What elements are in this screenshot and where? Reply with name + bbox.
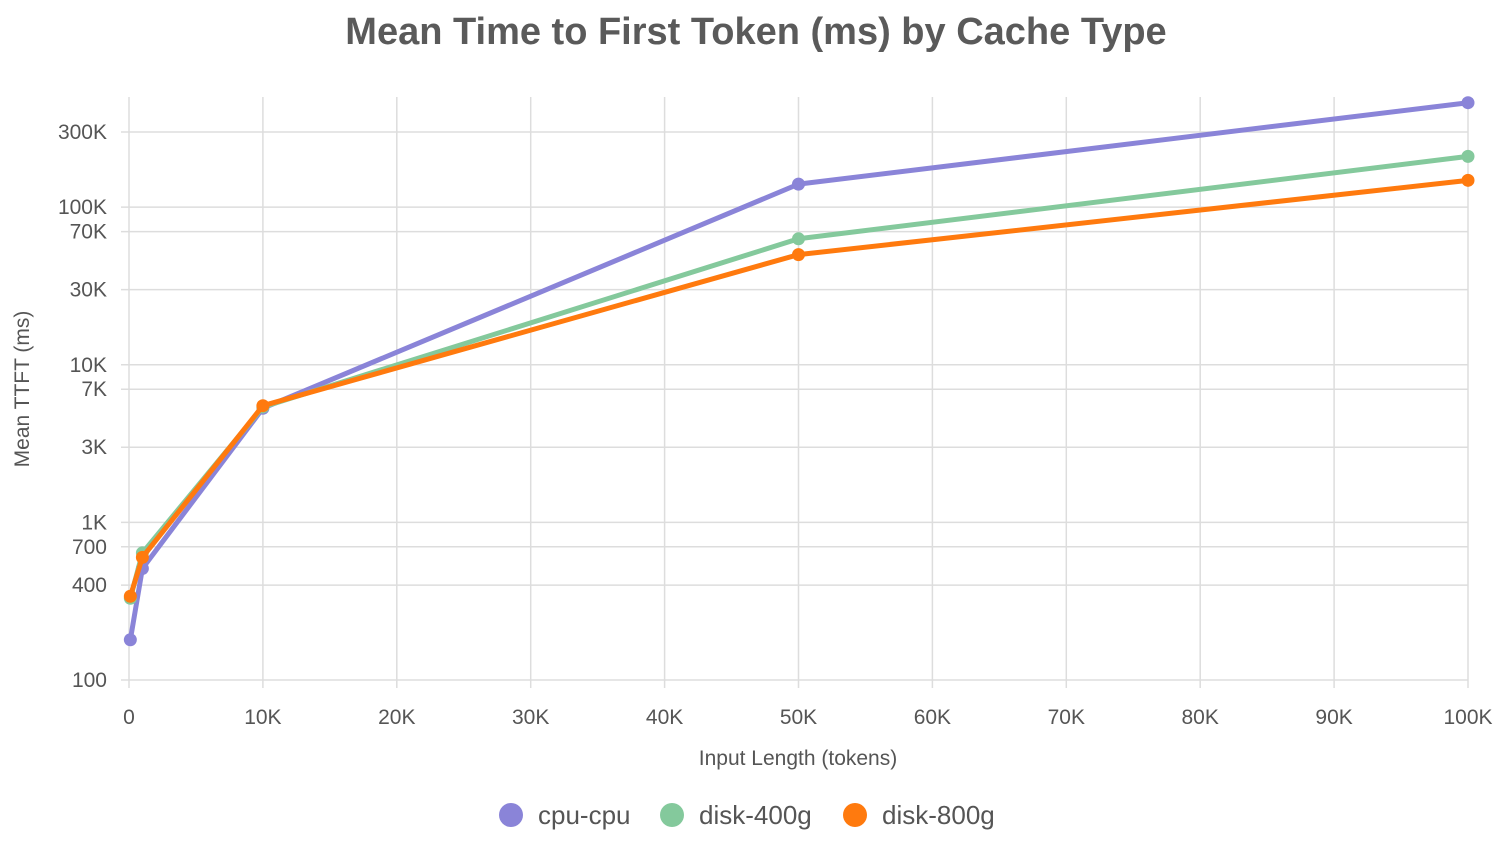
data-point[interactable] xyxy=(1461,96,1475,110)
data-point[interactable] xyxy=(135,550,149,564)
y-tick-label: 30K xyxy=(70,279,107,302)
x-axis-title: Input Length (tokens) xyxy=(699,747,897,770)
legend-label: cpu-cpu xyxy=(538,800,631,830)
legend-marker xyxy=(499,803,523,827)
x-tick-label: 40K xyxy=(646,706,683,729)
data-point[interactable] xyxy=(792,232,805,246)
x-tick-label: 50K xyxy=(780,706,817,729)
x-tick-label: 10K xyxy=(244,706,281,729)
x-tick-label: 100K xyxy=(1443,706,1492,729)
x-tick-label: 60K xyxy=(914,706,951,729)
legend-marker xyxy=(660,803,684,827)
legend-marker xyxy=(843,803,867,827)
y-axis-title: Mean TTFT (ms) xyxy=(11,311,34,468)
data-point[interactable] xyxy=(792,177,805,191)
y-tick-label: 100K xyxy=(58,196,107,219)
x-tick-label: 90K xyxy=(1315,706,1352,729)
x-tick-label: 80K xyxy=(1182,706,1219,729)
data-point[interactable] xyxy=(1461,149,1475,163)
x-tick-label: 70K xyxy=(1048,706,1085,729)
chart-title: Mean Time to First Token (ms) by Cache T… xyxy=(345,11,1166,53)
x-tick-label: 0 xyxy=(123,706,135,729)
y-tick-label: 400 xyxy=(72,574,107,597)
data-point[interactable] xyxy=(256,399,270,413)
data-point[interactable] xyxy=(123,633,137,647)
y-tick-label: 700 xyxy=(72,536,107,559)
data-point[interactable] xyxy=(123,589,137,603)
data-point[interactable] xyxy=(792,248,805,262)
x-tick-label: 20K xyxy=(378,706,415,729)
legend[interactable]: cpu-cpu disk-400g disk-800g xyxy=(499,800,995,830)
legend-item[interactable]: disk-400g xyxy=(660,800,812,830)
series-layer xyxy=(123,96,1475,647)
x-axis-ticks: 0 10K 20K 30K 40K 50K 60K 70K 80K 90K 100K xyxy=(123,706,1492,729)
y-tick-label: 70K xyxy=(70,221,107,244)
y-tick-label: 7K xyxy=(81,378,107,401)
y-tick-label: 300K xyxy=(58,121,107,144)
legend-item[interactable]: disk-800g xyxy=(843,800,995,830)
y-tick-label: 10K xyxy=(70,354,107,377)
y-tick-label: 1K xyxy=(81,511,107,534)
series-disk-800g xyxy=(123,173,1475,603)
x-tick-label: 30K xyxy=(512,706,549,729)
y-tick-label: 3K xyxy=(81,436,107,459)
legend-label: disk-800g xyxy=(882,800,995,830)
y-tick-label: 100 xyxy=(72,669,107,692)
legend-label: disk-400g xyxy=(699,800,812,830)
legend-item[interactable]: cpu-cpu xyxy=(499,800,631,830)
data-point[interactable] xyxy=(1461,173,1475,187)
